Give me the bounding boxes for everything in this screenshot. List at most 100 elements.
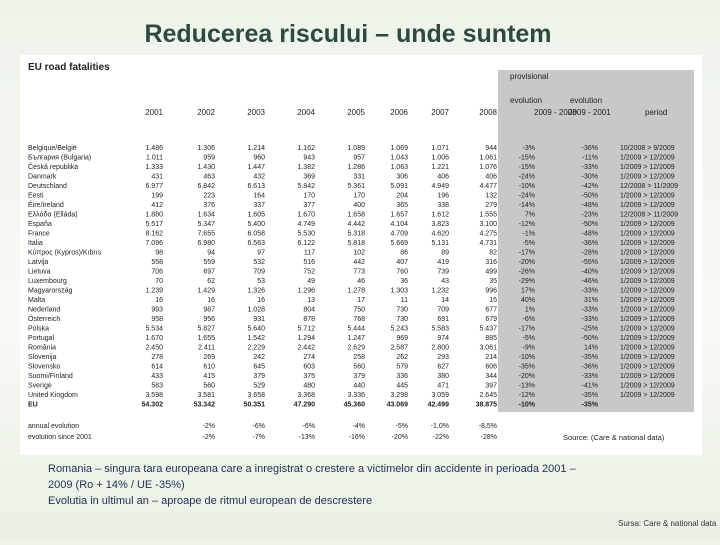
table-cell: 691: [437, 316, 449, 323]
table-cell: 5.091: [390, 183, 408, 190]
table-cell: 440: [353, 383, 365, 390]
table-cell: 3.368: [297, 392, 315, 399]
table-cell: 3.823: [431, 221, 449, 228]
table-cell: 2.411: [198, 345, 215, 352]
table-cell: 1/2009 > 12/2009: [620, 364, 675, 371]
table-cell: -20%: [519, 373, 535, 380]
table-cell: 1.658: [347, 212, 365, 219]
table-cell: 1.278: [347, 288, 365, 295]
table-cell: -11%: [582, 155, 598, 162]
table-cell: 606: [485, 364, 497, 371]
table-cell: -36%: [582, 364, 598, 371]
evolution-span: 2009 - 2008: [534, 108, 577, 117]
table-cell: -46%: [582, 278, 598, 285]
table-cell: 3.658: [247, 392, 265, 399]
table-cell: 1/2009 > 12/2009: [620, 373, 675, 380]
row-label: Sverige: [28, 383, 52, 390]
table-cell: -12%: [519, 392, 535, 399]
table-cell: 5.444: [347, 326, 365, 333]
table-cell: 97: [257, 250, 265, 257]
table-cell: 117: [304, 250, 315, 257]
table-cell: 709: [253, 269, 265, 276]
table-cell: 5.583: [431, 326, 449, 333]
table-cell: -50%: [582, 193, 598, 200]
table-cell: 45.360: [344, 402, 366, 409]
table-cell: 38.875: [476, 402, 498, 409]
table-cell: 752: [303, 269, 315, 276]
table-cell: 1/2009 > 12/2009: [620, 259, 675, 266]
summary-cell: -8,5%: [479, 423, 497, 430]
table-cell: 987: [203, 307, 215, 314]
summary-cell: -2%: [203, 434, 215, 441]
table-cell: -10%: [519, 183, 535, 190]
summary-cell: -2%: [203, 423, 215, 430]
table-cell: 6.122: [297, 240, 315, 247]
table-cell: 1/2009 > 12/2009: [620, 392, 675, 399]
slide-title: Reducerea riscului – unde suntem: [144, 20, 551, 48]
table-cell: 3.298: [390, 392, 408, 399]
table-cell: -12%: [519, 221, 535, 228]
table-cell: 94: [207, 250, 215, 257]
table-cell: 1.670: [145, 335, 163, 342]
table-cell: 730: [396, 307, 408, 314]
table-cell: 442: [353, 259, 365, 266]
table-cell: 1.430: [197, 164, 215, 171]
row-label: United Kingdom: [28, 392, 78, 399]
summary-label: evolution since 2001: [28, 434, 92, 441]
year-header: 2001: [145, 108, 163, 117]
table-cell: 760: [396, 269, 408, 276]
summary-cell: -1,0%: [431, 423, 449, 430]
table-cell: 5.842: [297, 183, 315, 190]
table-cell: 53.342: [194, 402, 216, 409]
table-cell: 768: [353, 316, 365, 323]
table-cell: 1.294: [297, 335, 315, 342]
table-cell: 379: [353, 373, 365, 380]
table-cell: -28%: [582, 250, 598, 257]
table-cell: 516: [303, 259, 315, 266]
table-cell: 1.447: [247, 164, 265, 171]
table-cell: 89: [441, 250, 449, 257]
table-cell: -5%: [523, 335, 535, 342]
table-cell: 1.221: [431, 164, 449, 171]
table-cell: 1.333: [145, 164, 163, 171]
table-cell: 1.657: [390, 212, 408, 219]
row-label: Magyarország: [28, 288, 72, 295]
table-cell: 369: [303, 174, 315, 181]
table-cell: 1/2009 > 12/2009: [620, 345, 675, 352]
table-cell: 532: [253, 259, 265, 266]
table-cell: 5.712: [297, 326, 315, 333]
table-cell: 47.290: [294, 402, 316, 409]
table-cell: 14: [441, 297, 449, 304]
table-cell: 7%: [525, 212, 535, 219]
table-cell: 1.239: [145, 288, 163, 295]
row-label: Suomi/Finland: [28, 373, 73, 380]
table-cell: -10%: [519, 354, 535, 361]
note-line: Romania – singura tara europeana care a …: [48, 463, 577, 475]
table-cell: -24%: [519, 193, 535, 200]
table-cell: 1/2009 > 12/2009: [620, 193, 675, 200]
table-cell: 375: [303, 373, 315, 380]
table-cell: 274: [303, 354, 315, 361]
table-cell: 1.089: [347, 145, 365, 152]
row-label: Polska: [28, 326, 49, 333]
table-cell: 3.581: [197, 392, 215, 399]
table-cell: 560: [203, 383, 215, 390]
year-header: 2003: [247, 108, 265, 117]
table-cell: 258: [353, 354, 365, 361]
table-cell: -35%: [519, 364, 535, 371]
table-cell: 4.620: [431, 231, 449, 238]
row-label: България (Bulgaria): [28, 155, 91, 162]
table-cell: 82: [489, 250, 497, 257]
table-cell: -29%: [519, 278, 535, 285]
table-cell: 49: [307, 278, 315, 285]
table-cell: 730: [396, 316, 408, 323]
table-cell: 1%: [525, 307, 535, 314]
table-cell: -33%: [582, 307, 598, 314]
table-cell: 804: [303, 307, 315, 314]
table-cell: 1.061: [479, 155, 497, 162]
table-cell: 43.069: [387, 402, 409, 409]
summary-cell: -28%: [481, 434, 497, 441]
table-cell: -50%: [582, 335, 598, 342]
table-cell: 2.450: [145, 345, 163, 352]
